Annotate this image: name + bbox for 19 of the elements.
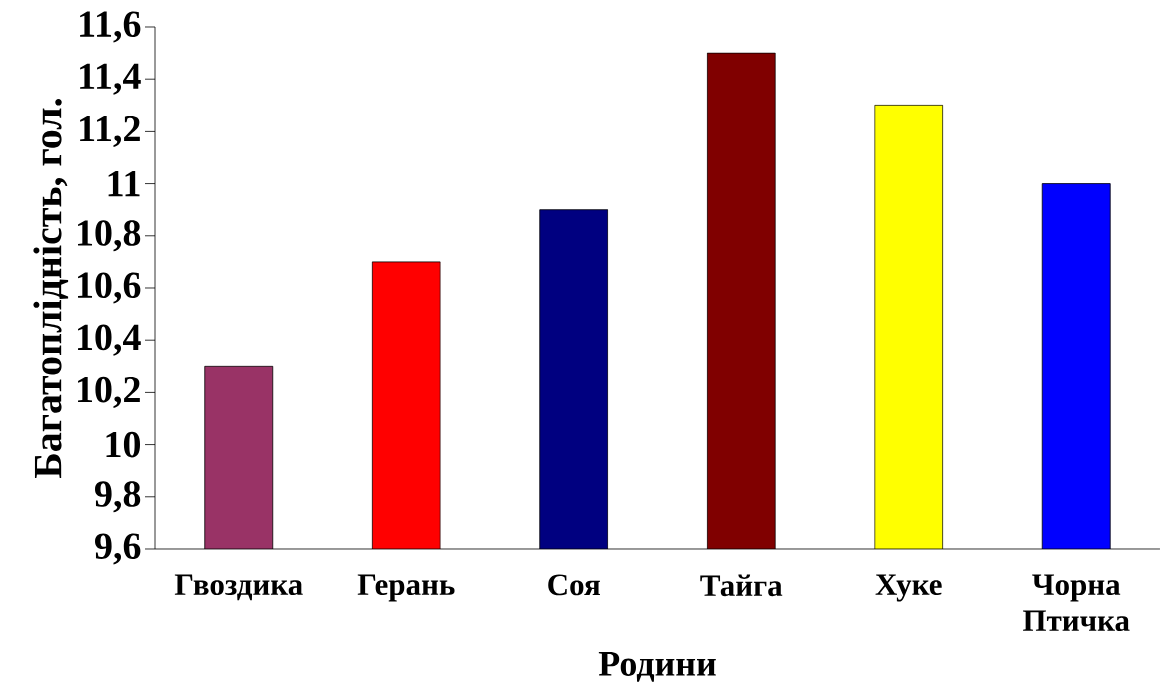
- y-tick-label: 11: [108, 171, 140, 197]
- y-tick-label: 11,6: [80, 11, 141, 43]
- y-tick-label: 9,6: [95, 533, 141, 565]
- x-axis-title: Родини: [598, 651, 716, 682]
- y-tick-label: 10,6: [78, 272, 141, 304]
- x-tick-label: Тайга: [700, 574, 783, 597]
- y-tick-label: 10: [106, 431, 141, 458]
- x-tick-label: Гвоздика: [174, 574, 303, 601]
- y-tick-label: 9,8: [95, 481, 141, 513]
- y-axis-title: Багатоплідність, гол.: [33, 99, 69, 478]
- y-tick-label: 11,4: [80, 63, 141, 95]
- y-tick-label: 10,2: [78, 376, 140, 408]
- y-tick-label: 10,8: [78, 220, 141, 252]
- y-tick-label: 10,4: [78, 324, 141, 356]
- x-tick-label: Хуке: [875, 574, 942, 602]
- x-tick-label: Герань: [357, 574, 455, 602]
- y-tick-label: 11,2: [80, 115, 140, 147]
- x-tick-label: Чорна Птичка: [1023, 574, 1130, 632]
- x-tick-label: Соя: [548, 574, 600, 596]
